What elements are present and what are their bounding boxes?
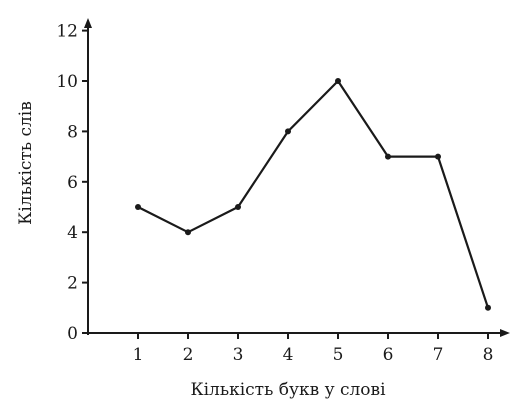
series-line xyxy=(137,79,490,309)
y-tick-label: 0 xyxy=(67,324,78,344)
x-axis-arrow xyxy=(500,329,510,337)
y-tick-label: 6 xyxy=(67,173,78,193)
data-point xyxy=(135,204,141,210)
y-axis-title: Кількість слів xyxy=(16,101,36,225)
x-tick-label: 6 xyxy=(383,345,394,365)
data-point xyxy=(485,304,491,311)
y-tick-label: 2 xyxy=(67,274,78,294)
x-axis-title: Кількість букв у слові xyxy=(190,380,386,400)
x-tick-label: 8 xyxy=(483,345,494,365)
x-ticks: 1 2 3 4 5 6 7 8 xyxy=(133,333,494,365)
axes xyxy=(84,18,510,337)
data-point xyxy=(385,153,391,160)
x-tick-label: 1 xyxy=(133,345,144,365)
y-axis-arrow xyxy=(84,18,92,28)
y-tick-label: 12 xyxy=(56,22,78,42)
y-ticks: 0 2 4 6 8 10 12 xyxy=(56,22,88,344)
data-point xyxy=(285,128,291,135)
data-points xyxy=(135,78,491,311)
data-point xyxy=(185,229,191,236)
x-tick-label: 2 xyxy=(183,345,194,365)
x-tick-label: 7 xyxy=(433,345,444,365)
data-point xyxy=(235,204,241,210)
data-point xyxy=(335,78,341,84)
x-tick-label: 4 xyxy=(283,345,294,365)
y-tick-label: 4 xyxy=(67,223,78,243)
x-tick-label: 5 xyxy=(333,345,344,365)
x-tick-label: 3 xyxy=(233,345,244,365)
data-point xyxy=(435,153,441,160)
y-tick-label: 8 xyxy=(67,122,78,142)
y-tick-label: 10 xyxy=(56,72,78,92)
